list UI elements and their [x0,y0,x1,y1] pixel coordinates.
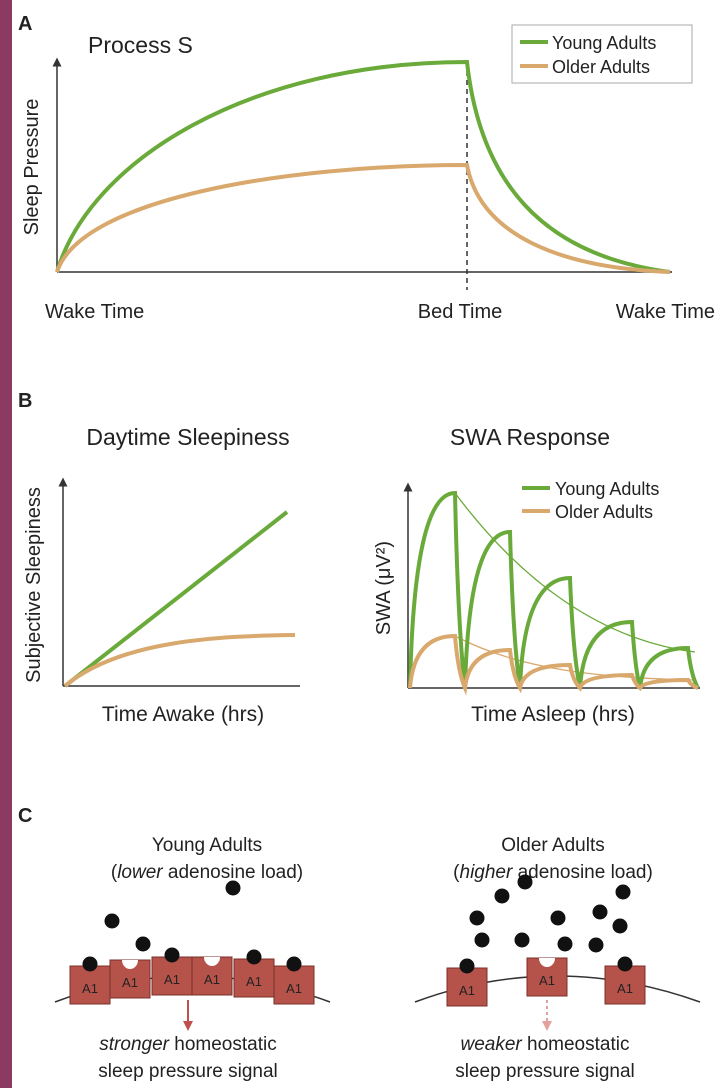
panel-title: Daytime Sleepiness [86,424,289,450]
receptor-label: A1 [246,974,262,989]
receptor-label: A1 [617,981,633,996]
figure: A Process S Sleep Pressure Wake Time Bed… [0,0,717,1088]
x-label: Bed Time [418,301,502,323]
signal-part: homeostatic [522,1034,630,1055]
adenosine [515,933,530,948]
legend-label: Older Adults [555,502,653,522]
adenosine [226,881,241,896]
signal-text: sleep pressure signal [455,1061,635,1082]
adenosine [589,938,604,953]
signal-part: weaker [461,1034,523,1055]
receptor-label: A1 [122,975,138,990]
receptor-label: A1 [286,981,302,996]
note-part: adenosine load) [512,862,653,883]
y-axis-label: Sleep Pressure [21,99,43,236]
adenosine [618,957,633,972]
legend-label: Older Adults [552,57,650,77]
adenosine [247,950,262,965]
adenosine [83,957,98,972]
x-axis-label: Time Awake (hrs) [102,703,264,726]
x-label: Wake Time [616,301,715,323]
group-title: Older Adults [501,835,605,856]
adenosine [518,875,533,890]
panel-label: C [18,805,32,827]
signal-text: sleep pressure signal [98,1061,278,1082]
group-note: (higher adenosine load) [453,862,653,883]
signal-text: weaker homeostatic [461,1034,630,1055]
receptor-label: A1 [459,983,475,998]
panel-label: B [18,390,32,412]
y-axis-label: Subjective Sleepiness [23,487,45,683]
panel-label: A [18,13,32,35]
x-label: Wake Time [45,301,144,323]
signal-part: homeostatic [169,1034,277,1055]
signal-part: stronger [99,1034,169,1055]
receptor-label: A1 [204,972,220,987]
adenosine [460,959,475,974]
receptor-label: A1 [164,972,180,987]
adenosine [475,933,490,948]
adenosine [495,889,510,904]
adenosine [551,911,566,926]
group-note: (lower adenosine load) [111,862,303,883]
adenosine [165,948,180,963]
group-title: Young Adults [152,835,262,856]
receptors: A1 A1 A1 A1 A1 A1 A1 A1 A1 [70,875,645,1007]
legend-label: Young Adults [555,479,659,499]
legend-label: Young Adults [552,33,656,53]
adenosine [136,937,151,952]
adenosine [558,937,573,952]
side-bar [0,0,12,1088]
young-curve [65,512,287,686]
adenosine [613,919,628,934]
adenosine [105,914,120,929]
x-axis-label: Time Asleep (hrs) [471,703,635,726]
adenosine [287,957,302,972]
receptor-label: A1 [539,973,555,988]
adenosine [470,911,485,926]
note-part: higher [460,862,513,883]
note-part: adenosine load) [163,862,304,883]
panel-title: SWA Response [450,424,610,450]
y-axis-label: SWA (μV²) [373,541,395,635]
note-part: lower [117,862,163,883]
panel-title: Process S [88,32,193,58]
older-curve [57,165,670,272]
adenosine [593,905,608,920]
signal-text: stronger homeostatic [99,1034,276,1055]
receptor-label: A1 [82,981,98,996]
adenosine [616,885,631,900]
